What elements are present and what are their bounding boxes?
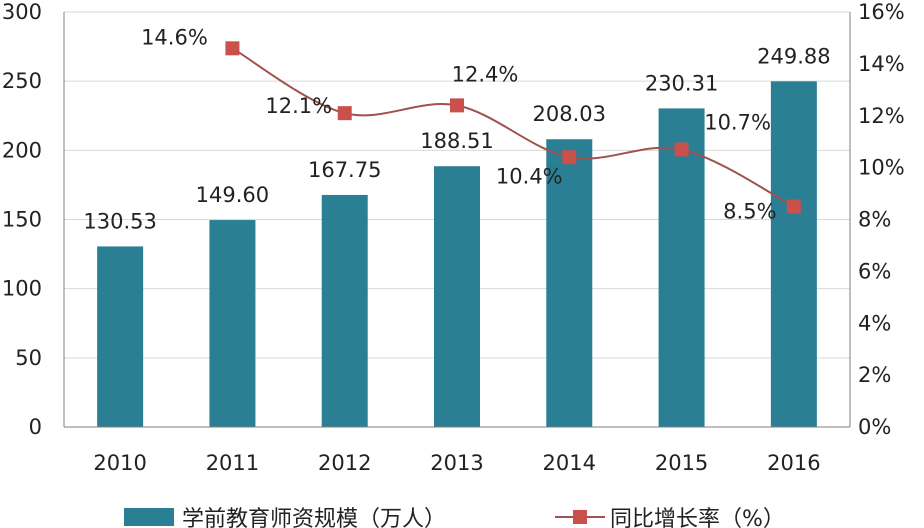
left-tick-label: 250 xyxy=(2,69,42,93)
x-tick-label: 2011 xyxy=(206,451,259,475)
line-marker xyxy=(337,106,352,121)
left-tick-label: 300 xyxy=(2,0,42,24)
right-tick-label: 2% xyxy=(858,363,891,387)
bar-data-label: 208.03 xyxy=(533,102,606,126)
x-tick-label: 2012 xyxy=(318,451,371,475)
line-data-label: 10.4% xyxy=(496,164,563,188)
bar xyxy=(658,108,705,427)
line-data-labels: 14.6% 12.1% 12.4% 10.4% 10.7% 8.5% xyxy=(141,25,776,223)
x-tick-label: 2010 xyxy=(93,451,146,475)
line-data-label: 12.1% xyxy=(265,94,332,118)
line-marker xyxy=(225,41,240,56)
x-tick-label: 2014 xyxy=(543,451,596,475)
bar xyxy=(434,166,480,427)
right-tick-label: 8% xyxy=(858,208,891,232)
right-tick-label: 14% xyxy=(858,52,905,76)
line-data-label: 10.7% xyxy=(704,110,771,134)
x-tick-label: 2015 xyxy=(655,451,708,475)
line-marker xyxy=(450,98,464,113)
legend-bar-label: 学前教育师资规模（万人） xyxy=(182,507,446,528)
line-marker xyxy=(562,150,577,165)
right-tick-label: 10% xyxy=(858,156,905,180)
line-marker xyxy=(674,142,689,157)
line-data-label: 14.6% xyxy=(141,25,208,49)
bar xyxy=(209,220,256,427)
right-tick-label: 16% xyxy=(858,0,905,24)
bar-data-labels: 130.53 149.60 167.75 188.51 208.03 230.31 249.… xyxy=(83,44,830,233)
growth-line xyxy=(231,47,795,208)
x-tick-label: 2013 xyxy=(430,451,483,475)
bar-data-label: 167.75 xyxy=(308,158,381,182)
legend-line-label: 同比增长率（%） xyxy=(610,507,785,528)
left-tick-label: 50 xyxy=(15,346,42,370)
bar xyxy=(97,246,144,427)
line-data-label: 12.4% xyxy=(452,62,519,86)
line-series xyxy=(225,41,801,214)
bar-data-label: 130.53 xyxy=(83,209,156,233)
left-tick-label: 200 xyxy=(2,138,42,162)
bar-data-label: 149.60 xyxy=(196,183,269,207)
bar-data-label: 188.51 xyxy=(420,129,493,153)
left-axis-ticks: 0 50 100 150 200 250 300 xyxy=(2,0,42,439)
bar xyxy=(770,81,817,427)
bar-data-label: 230.31 xyxy=(645,71,718,95)
right-tick-label: 12% xyxy=(858,104,905,128)
axes xyxy=(63,12,851,428)
line-marker xyxy=(786,199,801,214)
left-tick-label: 0 xyxy=(29,415,42,439)
left-tick-label: 150 xyxy=(2,208,42,232)
legend-line-marker xyxy=(573,510,587,524)
legend: 学前教育师资规模（万人） 同比增长率（%） xyxy=(124,507,785,528)
bar xyxy=(321,194,368,427)
line-data-label: 8.5% xyxy=(723,200,776,224)
right-tick-label: 6% xyxy=(858,259,891,283)
x-tick-label: 2016 xyxy=(767,451,820,475)
right-tick-label: 0% xyxy=(858,415,891,439)
legend-bar-swatch xyxy=(124,508,174,526)
right-axis-ticks: 0% 2% 4% 6% 8% 10% 12% 14% 16% xyxy=(858,0,905,439)
left-tick-label: 100 xyxy=(2,277,42,301)
bar xyxy=(546,139,593,428)
bar-series xyxy=(97,81,817,428)
right-tick-label: 4% xyxy=(858,311,891,335)
x-axis-ticks: 2010 2011 2012 2013 2014 2015 2016 xyxy=(93,451,820,475)
bar-data-label: 249.88 xyxy=(757,44,830,68)
